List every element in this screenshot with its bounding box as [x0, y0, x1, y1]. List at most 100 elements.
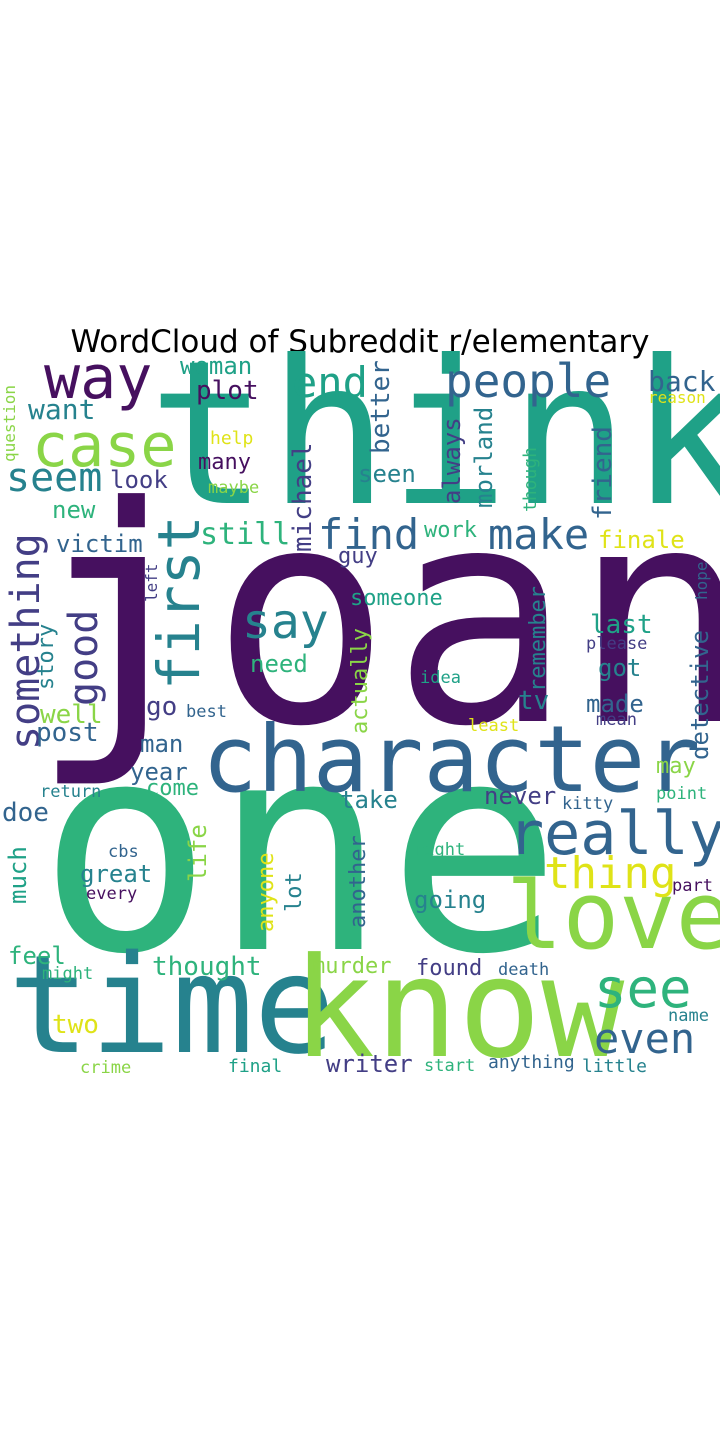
word-thing: thing	[544, 848, 677, 899]
word-people: people	[445, 354, 612, 408]
word-friend: friend	[588, 426, 618, 520]
chart-title: WordCloud of Subreddit r/elementary	[70, 324, 650, 360]
word-well: well	[40, 700, 103, 730]
word-little: little	[582, 1056, 648, 1077]
word-reason: reason	[648, 388, 706, 407]
word-another: another	[346, 835, 371, 928]
word-name: name	[668, 1006, 709, 1026]
word-hope: hope	[692, 561, 711, 600]
word-please: please	[586, 634, 648, 654]
word-question: question	[0, 384, 19, 462]
word-last: last	[590, 610, 653, 640]
word-idea: idea	[420, 668, 461, 688]
word-find: find	[318, 510, 420, 559]
word-joan: joan	[30, 443, 720, 792]
word-man: man	[140, 730, 184, 758]
word-part: part	[672, 876, 713, 896]
word-need: need	[250, 650, 308, 678]
word-much: much	[4, 846, 32, 904]
word-see: see	[594, 957, 692, 1020]
word-always: always	[438, 417, 466, 504]
word-best: best	[186, 702, 227, 722]
word-start: start	[424, 1056, 476, 1076]
word-actually: actually	[348, 628, 373, 734]
word-case: case	[32, 411, 177, 481]
word-made: made	[586, 690, 644, 718]
word-even: even	[594, 1014, 696, 1063]
word-detective: detective	[686, 629, 714, 760]
word-character: character	[202, 706, 701, 813]
word-anyone: anyone	[254, 852, 279, 932]
word-know: know	[292, 928, 625, 1089]
word-return: return	[40, 782, 102, 802]
word-lot: lot	[282, 872, 307, 912]
word-year: year	[130, 758, 188, 786]
word-tv: tv	[518, 686, 550, 716]
word-take: take	[340, 786, 398, 814]
word-finale: finale	[598, 526, 685, 554]
word-woman: woman	[180, 352, 253, 380]
word-maybe: maybe	[208, 478, 260, 498]
word-though: though	[520, 446, 541, 512]
word-cbs: cbs	[108, 842, 139, 862]
word-new: new	[52, 496, 96, 524]
word-post: post	[36, 718, 99, 748]
word-want: want	[28, 393, 96, 426]
word-right: right	[414, 840, 466, 860]
word-mean: mean	[596, 710, 637, 730]
word-come: come	[146, 776, 199, 801]
word-got: got	[598, 654, 642, 682]
word-look: look	[110, 466, 168, 494]
word-left: left	[142, 563, 161, 602]
word-writer: writer	[326, 1050, 413, 1078]
word-life: life	[184, 824, 212, 882]
word-murder: murder	[312, 954, 392, 979]
word-end: end	[292, 358, 368, 407]
word-make: make	[488, 510, 590, 559]
word-victim: victim	[56, 530, 143, 558]
word-seem: seem	[6, 455, 103, 501]
word-someone: someone	[350, 586, 443, 611]
word-say: say	[242, 594, 329, 650]
word-love: love	[506, 862, 720, 971]
word-think: think	[148, 318, 720, 551]
word-michael: michael	[288, 442, 318, 552]
word-morland: morland	[470, 406, 498, 508]
word-back: back	[648, 365, 716, 398]
word-time: time	[8, 927, 336, 1085]
word-seen: seen	[358, 460, 416, 488]
word-work: work	[424, 518, 477, 543]
word-anything: anything	[488, 1052, 575, 1073]
word-two: two	[52, 1010, 99, 1040]
word-least: least	[468, 716, 520, 736]
word-one: one	[38, 681, 562, 1018]
word-many: many	[198, 450, 251, 475]
word-thought: thought	[152, 952, 262, 982]
word-doe: doe	[2, 798, 49, 828]
word-point: point	[656, 784, 708, 804]
word-kitty: kitty	[562, 794, 614, 814]
word-crime: crime	[80, 1058, 132, 1078]
word-help: help	[210, 428, 254, 449]
word-every: every	[86, 884, 138, 904]
word-way: way	[44, 343, 153, 413]
word-feel: feel	[8, 942, 66, 970]
word-great: great	[80, 860, 153, 888]
word-guy: guy	[338, 544, 378, 569]
word-plot: plot	[196, 376, 259, 406]
word-final: final	[228, 1056, 283, 1077]
word-story: story	[34, 623, 59, 690]
word-may: may	[656, 754, 696, 779]
word-go: go	[146, 692, 178, 722]
word-found: found	[416, 956, 483, 981]
word-never: never	[484, 782, 557, 810]
word-remember: remember	[526, 586, 551, 692]
word-might: might	[42, 964, 94, 984]
word-good: good	[61, 609, 107, 706]
word-really: really	[508, 799, 720, 869]
word-death: death	[498, 960, 550, 980]
word-going: going	[414, 886, 487, 914]
word-still: still	[200, 517, 291, 552]
word-better: better	[366, 360, 396, 454]
